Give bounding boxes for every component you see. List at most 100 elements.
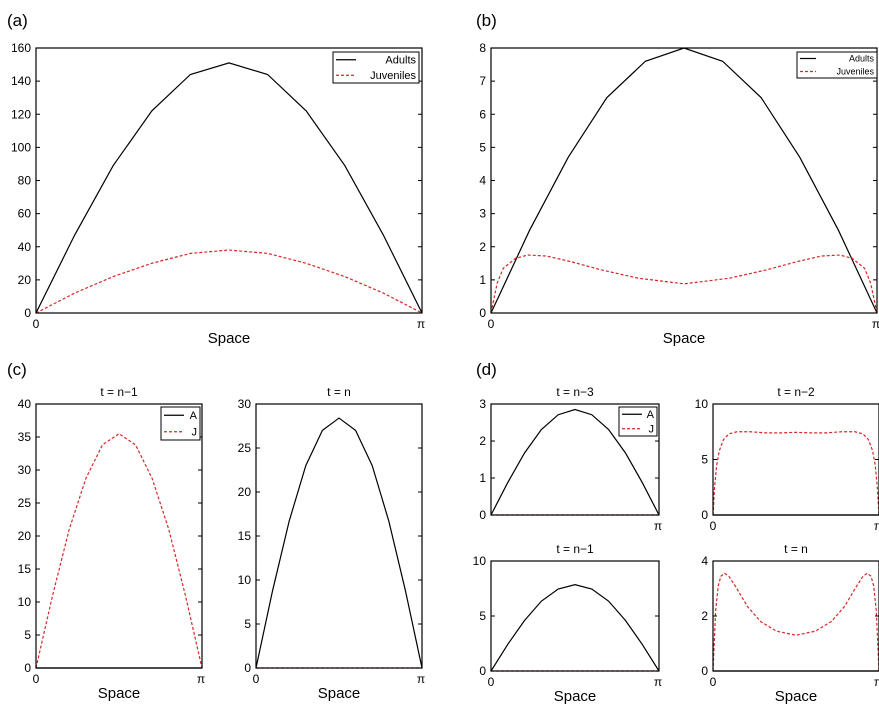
y-tick-label: 10 xyxy=(238,573,252,587)
y-tick-label: 3 xyxy=(479,207,486,221)
panel-label-d1: (d) xyxy=(476,360,497,379)
series-line-b-adults xyxy=(491,47,877,314)
y-tick-label: 2 xyxy=(479,240,486,254)
legend-c1: AJ xyxy=(160,406,201,441)
panel-subtitle-d2: t = n−2 xyxy=(777,385,815,399)
x-axis-label: Space xyxy=(318,685,361,702)
y-tick-label: 0 xyxy=(479,664,486,678)
axes-box-d3 xyxy=(490,560,660,672)
legend-b: Adults Juveniles xyxy=(796,51,878,79)
axes-box-c1 xyxy=(35,403,203,669)
x-axis-label: Space xyxy=(208,330,251,347)
y-tick-label: 0 xyxy=(479,508,486,522)
y-tick-label: 0 xyxy=(701,508,708,522)
x-axis-label: Space xyxy=(775,688,818,705)
axes-box-d1 xyxy=(490,403,660,516)
legend-label-j: J xyxy=(649,424,655,436)
legend-box xyxy=(618,406,658,437)
axes-box-b xyxy=(490,47,878,314)
x-tick-label: π xyxy=(874,519,879,533)
series-line-a-adults xyxy=(36,62,422,314)
y-tick-label: 25 xyxy=(238,441,252,455)
chart-panel-c2: t = n 0 5 10 15 20 25 30 0 π Space xyxy=(238,385,426,702)
x-tick-label: π xyxy=(197,672,205,686)
x-tick-label: π xyxy=(417,672,425,686)
y-tick-label: 80 xyxy=(18,174,32,188)
panel-label-b: (b) xyxy=(476,11,497,30)
y-tick-label: 3 xyxy=(479,397,486,411)
y-tick-label: 2 xyxy=(701,609,708,623)
panel-subtitle-c2: t = n xyxy=(327,385,351,399)
y-tick-label: 35 xyxy=(18,430,32,444)
y-tick-label: 20 xyxy=(238,485,252,499)
legend-box xyxy=(332,51,420,84)
y-tick-label: 40 xyxy=(18,397,32,411)
y-tick-label: 8 xyxy=(479,41,486,55)
x-tick-label: 0 xyxy=(33,672,40,686)
legend-label-juveniles: Juveniles xyxy=(836,67,874,77)
y-tick-label: 100 xyxy=(11,140,31,154)
x-tick-label: 0 xyxy=(710,675,717,689)
series-line-a-juveniles xyxy=(36,249,422,314)
axes-box-d2 xyxy=(712,403,879,516)
y-tick-label: 7 xyxy=(479,74,486,88)
legend-label-a: A xyxy=(647,409,655,421)
x-tick-label: π xyxy=(417,317,425,331)
x-axis-label: Space xyxy=(98,685,141,702)
x-tick-label: π xyxy=(654,675,662,689)
series-line-d4-j xyxy=(713,572,879,672)
y-tick-label: 4 xyxy=(479,174,486,188)
y-tick-label: 5 xyxy=(479,140,486,154)
series-line-b-juveniles xyxy=(491,254,877,314)
x-axis-label: Space xyxy=(554,688,597,705)
series-line-d3-a xyxy=(491,584,659,672)
chart-panel-c1: (c) t = n−1 0 5 10 15 20 25 30 35 40 0 π Space AJ xyxy=(7,360,205,702)
legend-a: Adults Juveniles xyxy=(332,51,420,84)
y-tick-label: 0 xyxy=(24,661,31,675)
y-tick-label: 5 xyxy=(244,617,251,631)
x-tick-label: 0 xyxy=(33,317,40,331)
legend-label-adults: Adults xyxy=(849,54,875,64)
y-tick-label: 20 xyxy=(18,273,32,287)
panel-label-c1: (c) xyxy=(7,360,27,379)
y-tick-label: 140 xyxy=(11,74,31,88)
legend-label-adults: Adults xyxy=(385,55,416,67)
y-tick-label: 160 xyxy=(11,41,31,55)
legend-label-j: J xyxy=(192,427,198,439)
chart-panel-d2: t = n−2 0 5 10 0 π xyxy=(695,385,879,533)
legend-box xyxy=(796,51,878,79)
legend-box xyxy=(160,406,201,441)
panel-subtitle-d4: t = n xyxy=(784,542,808,556)
y-tick-label: 15 xyxy=(238,529,252,543)
y-tick-label: 10 xyxy=(473,554,487,568)
y-tick-label: 2 xyxy=(479,434,486,448)
legend-d1: AJ xyxy=(618,406,658,437)
axes-box-d4 xyxy=(712,560,879,672)
y-tick-label: 5 xyxy=(701,453,708,467)
x-tick-label: π xyxy=(872,317,879,331)
x-tick-label: 0 xyxy=(488,317,495,331)
x-tick-label: 0 xyxy=(253,672,260,686)
axes-box-c2 xyxy=(255,403,423,669)
x-tick-label: 0 xyxy=(488,675,495,689)
panel-subtitle-d3: t = n−1 xyxy=(556,542,594,556)
y-tick-label: 10 xyxy=(18,595,32,609)
chart-panel-d4: t = n 0 2 4 0 π Space xyxy=(701,542,879,705)
chart-panel-d3: t = n−1 0 5 10 0 π Space xyxy=(473,542,663,705)
panel-subtitle-c1: t = n−1 xyxy=(100,385,138,399)
chart-panel-a: (a) 0 20 40 60 80 100 120 140 160 0 π Space Adults Juv… xyxy=(7,11,425,347)
x-tick-label: π xyxy=(874,675,879,689)
x-tick-label: 0 xyxy=(710,519,717,533)
y-tick-label: 0 xyxy=(479,306,486,320)
panel-label-a: (a) xyxy=(7,11,28,30)
y-tick-label: 40 xyxy=(18,240,32,254)
y-tick-label: 1 xyxy=(479,471,486,485)
y-tick-label: 4 xyxy=(701,554,708,568)
series-line-d2-j xyxy=(713,431,879,516)
panel-subtitle-d1: t = n−3 xyxy=(556,385,594,399)
y-tick-label: 0 xyxy=(701,664,708,678)
series-line-c1-j xyxy=(36,432,202,669)
legend-label-juveniles: Juveniles xyxy=(370,70,416,82)
legend-label-a: A xyxy=(190,410,198,422)
